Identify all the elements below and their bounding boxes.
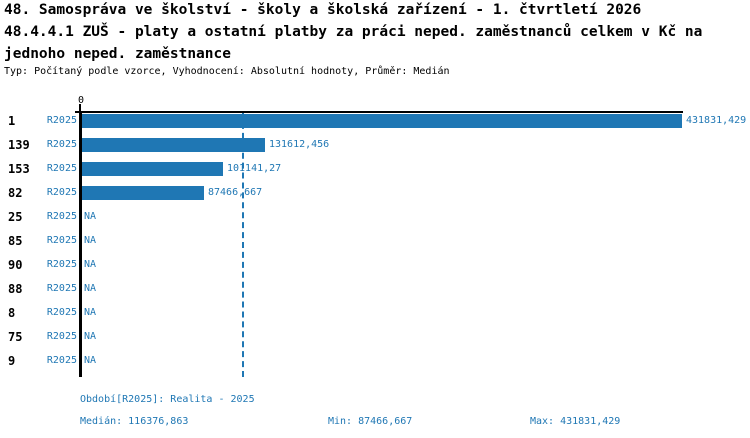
median-line	[242, 113, 244, 377]
row-category-label: 90	[8, 258, 23, 272]
footer-period: Období[R2025]: Realita - 2025	[80, 394, 255, 405]
bar	[82, 162, 223, 176]
report-title-line2: 48.4.4.1 ZUŠ - platy a ostatní platby za…	[4, 24, 703, 40]
bar-value-label: 131612,456	[269, 139, 330, 150]
row-series-label: R2025	[46, 283, 77, 294]
axis-zero-label: 0	[77, 95, 85, 106]
bar	[82, 186, 204, 200]
row-series-label: R2025	[46, 139, 77, 150]
row-category-label: 1	[8, 114, 16, 128]
row-category-label: 8	[8, 306, 16, 320]
chart-row: 9 R2025 NA	[0, 349, 750, 373]
footer-max: Max: 431831,429	[530, 416, 621, 427]
axis-zero-tick	[79, 104, 81, 112]
y-axis-baseline	[79, 111, 82, 377]
bar-value-label: NA	[84, 355, 97, 366]
footer-median: Medián: 116376,863	[80, 416, 189, 427]
chart-row: 8 R2025 NA	[0, 301, 750, 325]
x-axis-line	[75, 111, 683, 113]
footer-min: Min: 87466,667	[328, 416, 413, 427]
report-title-line1: 48. Samospráva ve školství - školy a ško…	[4, 2, 642, 18]
row-series-label: R2025	[46, 259, 77, 270]
chart-row: 82 R2025 87466,667	[0, 181, 750, 205]
row-series-label: R2025	[46, 163, 77, 174]
bar	[82, 114, 682, 128]
chart-row: 88 R2025 NA	[0, 277, 750, 301]
bar-value-label: NA	[84, 331, 97, 342]
row-category-label: 88	[8, 282, 23, 296]
bar-value-label: NA	[84, 259, 97, 270]
report-title-line3: jednoho neped. zaměstnance	[4, 46, 231, 62]
row-category-label: 9	[8, 354, 16, 368]
row-series-label: R2025	[46, 211, 77, 222]
chart-row: 139 R2025 131612,456	[0, 133, 750, 157]
row-category-label: 153	[8, 162, 30, 176]
row-category-label: 139	[8, 138, 30, 152]
row-series-label: R2025	[46, 235, 77, 246]
row-series-label: R2025	[46, 355, 77, 366]
chart-row: 90 R2025 NA	[0, 253, 750, 277]
bar-value-label: NA	[84, 211, 97, 222]
report-meta: Typ: Počítaný podle vzorce, Vyhodnocení:…	[4, 66, 450, 77]
bar-value-label: 87466,667	[208, 187, 263, 198]
chart-row: 85 R2025 NA	[0, 229, 750, 253]
bar-value-label: 101141,27	[227, 163, 282, 174]
chart-row: 153 R2025 101141,27	[0, 157, 750, 181]
row-series-label: R2025	[46, 331, 77, 342]
row-category-label: 25	[8, 210, 23, 224]
row-series-label: R2025	[46, 115, 77, 126]
bar-value-label: NA	[84, 283, 97, 294]
chart-row: 25 R2025 NA	[0, 205, 750, 229]
bar-value-label: 431831,429	[686, 115, 747, 126]
row-category-label: 82	[8, 186, 23, 200]
bar-value-label: NA	[84, 307, 97, 318]
chart-row: 1 R2025 431831,429	[0, 109, 750, 133]
row-series-label: R2025	[46, 307, 77, 318]
row-category-label: 85	[8, 234, 23, 248]
bar	[82, 138, 265, 152]
bar-value-label: NA	[84, 235, 97, 246]
chart-row: 75 R2025 NA	[0, 325, 750, 349]
row-category-label: 75	[8, 330, 23, 344]
row-series-label: R2025	[46, 187, 77, 198]
